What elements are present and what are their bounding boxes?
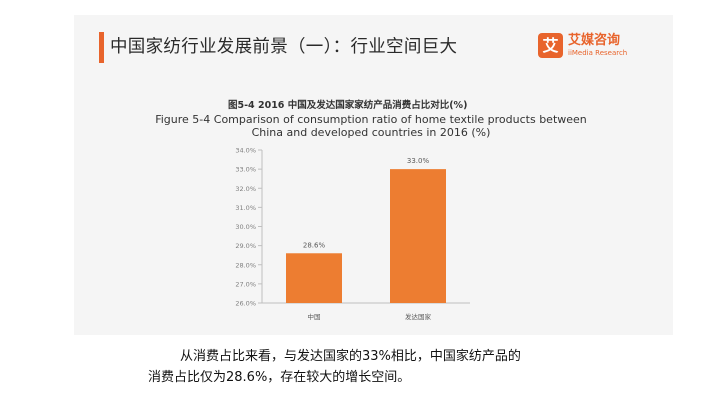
y-tick-label: 26.0% [235,300,256,308]
figure-title-en: Figure 5-4 Comparison of consumption rat… [155,113,587,139]
iimedia-logo: 艾 艾媒咨询 iiMedia Research [538,33,642,61]
y-tick-label: 28.0% [235,261,256,269]
caption-line-1: 从消费占比来看，与发达国家的33%相比，中国家纺产品的 [180,349,521,364]
y-tick-label: 34.0% [235,147,256,155]
caption-line-2: 消费占比仅为28.6%，存在较大的增长空间。 [148,370,411,385]
slide-panel [74,15,673,335]
x-category-label: 发达国家 [405,312,432,321]
bar-chart: 26.0% 27.0% 28.0% 29.0% 30.0% 31.0% 32.0% 33.0%… [235,147,470,321]
figure-title-cn: 图5-4 2016 中国及发达国家家纺产品消费占比对比(%) [228,100,468,111]
bar [286,253,342,303]
y-tick-label: 27.0% [235,280,256,288]
slide-title: 中国家纺行业发展前景（一）：行业空间巨大 [110,37,458,57]
x-category-label: 中国 [308,312,321,321]
y-tick-label: 31.0% [235,204,256,212]
y-tick-label: 30.0% [235,223,256,231]
title-accent-bar [99,32,104,63]
slide-caption: 从消费占比来看，与发达国家的33%相比，中国家纺产品的 消费占比仅为28.6%，… [120,346,600,388]
y-tick-label: 29.0% [235,242,256,250]
logo-subtitle: iiMedia Research [568,49,628,57]
bar [390,169,446,303]
y-tick-label: 33.0% [235,166,256,174]
bar-value-label: 28.6% [303,241,326,249]
bar-value-label: 33.0% [407,157,430,165]
logo-mark-icon: 艾 [538,33,563,58]
y-tick-label: 32.0% [235,185,256,193]
logo-name: 艾媒咨询 [568,33,621,48]
